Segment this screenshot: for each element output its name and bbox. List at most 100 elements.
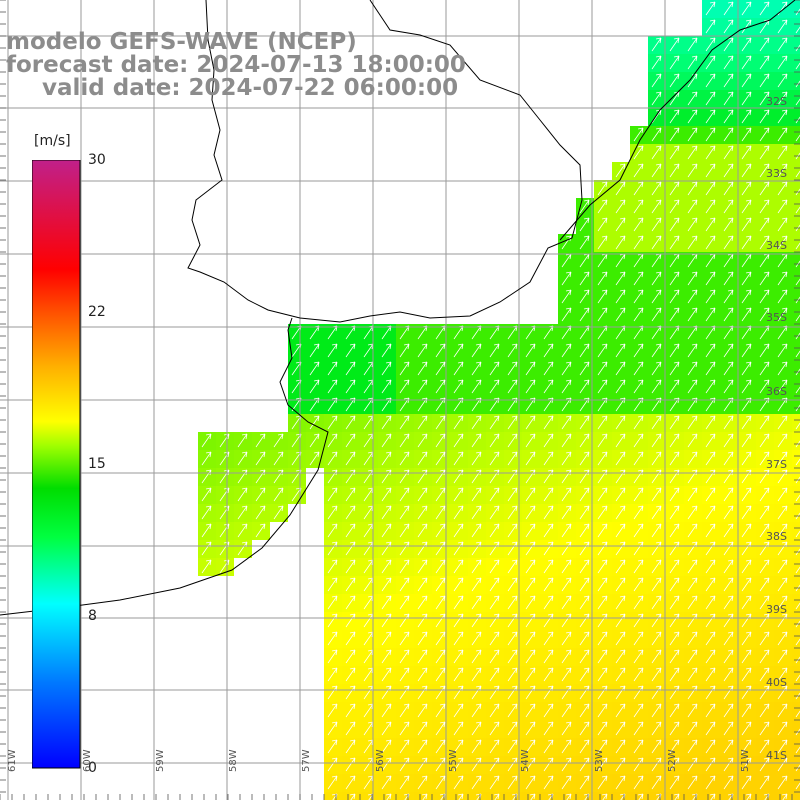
wind-speed-cell (396, 702, 414, 720)
wind-arrow (381, 451, 392, 466)
wind-arrow (741, 505, 752, 520)
wind-speed-cell (648, 738, 666, 756)
wind-arrow (435, 379, 446, 394)
wind-arrow (561, 361, 572, 376)
wind-arrow (687, 775, 698, 790)
wind-arrow (723, 721, 734, 736)
wind-speed-cell (774, 522, 792, 540)
wind-arrow (705, 739, 716, 754)
wind-arrow (687, 379, 698, 394)
wind-speed-cell (504, 504, 522, 522)
wind-arrow (615, 235, 626, 250)
wind-speed-cell (576, 702, 594, 720)
wind-arrow (687, 649, 698, 664)
wind-arrow (795, 92, 800, 106)
wind-speed-cell (324, 558, 342, 576)
lon-label: 61W (7, 749, 18, 772)
wind-arrow (543, 667, 554, 682)
wind-speed-cell (792, 792, 800, 800)
wind-arrow (777, 127, 788, 142)
wind-speed-cell (324, 576, 342, 594)
wind-arrow (507, 595, 518, 610)
wind-arrow (597, 415, 608, 430)
wind-arrow (795, 470, 800, 484)
wind-arrow (525, 577, 536, 592)
wind-speed-cell (522, 324, 540, 342)
wind-arrow (327, 487, 338, 502)
wind-speed-cell (702, 216, 720, 234)
wind-speed-cell (342, 504, 360, 522)
wind-arrow (489, 775, 500, 790)
wind-speed-cell (666, 630, 684, 648)
wind-speed-cell (378, 522, 396, 540)
wind-speed-cell (684, 144, 702, 162)
wind-speed-cell (522, 432, 540, 450)
wind-speed-cell (648, 756, 666, 774)
wind-speed-cell (666, 162, 684, 180)
wind-speed-cell (720, 702, 738, 720)
wind-arrow (759, 631, 770, 646)
wind-speed-cell (684, 126, 702, 144)
wind-speed-cell (756, 648, 774, 666)
wind-speed-cell (666, 522, 684, 540)
wind-arrow (489, 649, 500, 664)
wind-speed-cell (576, 432, 594, 450)
wind-speed-cell (612, 540, 630, 558)
wind-speed-cell (648, 540, 666, 558)
wind-arrow (327, 451, 338, 466)
wind-arrow (417, 415, 428, 430)
wind-arrow (687, 91, 698, 106)
wind-arrow (309, 361, 320, 376)
wind-arrow (597, 739, 608, 754)
wind-arrow (561, 649, 572, 664)
wind-speed-cell (576, 774, 594, 792)
wind-arrow (471, 721, 482, 736)
wind-speed-cell (324, 594, 342, 612)
wind-speed-cell (270, 432, 288, 450)
wind-speed-cell (558, 702, 576, 720)
wind-arrow (651, 37, 662, 52)
wind-arrow (795, 614, 800, 628)
wind-arrow (633, 559, 644, 574)
wind-speed-cell (396, 558, 414, 576)
wind-arrow (561, 343, 572, 358)
wind-speed-cell (594, 414, 612, 432)
wind-arrow (669, 703, 680, 718)
wind-arrow (597, 235, 608, 250)
wind-arrow (781, 793, 788, 800)
lon-label: 57W (301, 749, 312, 772)
wind-speed-cell (450, 540, 468, 558)
wind-speed-cell (774, 342, 792, 360)
wind-speed-cell (612, 252, 630, 270)
wind-speed-cell (198, 432, 216, 450)
wind-speed-cell (486, 666, 504, 684)
wind-arrow (399, 379, 410, 394)
wind-speed-cell (612, 756, 630, 774)
wind-arrow (723, 739, 734, 754)
wind-speed-cell (540, 558, 558, 576)
wind-speed-cell (468, 450, 486, 468)
wind-arrow (669, 73, 680, 88)
wind-speed-cell (396, 378, 414, 396)
wind-speed-cell (594, 576, 612, 594)
wind-speed-cell (666, 576, 684, 594)
wind-arrow (525, 757, 536, 772)
wind-speed-cell (630, 432, 648, 450)
wind-speed-cell (630, 630, 648, 648)
wind-arrow (561, 739, 572, 754)
wind-speed-cell (684, 216, 702, 234)
wind-speed-cell (756, 432, 774, 450)
wind-speed-cell (594, 558, 612, 576)
wind-arrow (399, 595, 410, 610)
wind-arrow (453, 595, 464, 610)
wind-arrow (579, 559, 590, 574)
wind-speed-cell (504, 360, 522, 378)
wind-speed-cell (684, 720, 702, 738)
wind-speed-cell (738, 108, 756, 126)
wind-speed-cell (504, 450, 522, 468)
wind-speed-cell (522, 666, 540, 684)
wind-arrow (457, 793, 464, 800)
wind-arrow (795, 740, 800, 754)
wind-arrow (723, 559, 734, 574)
wind-speed-cell (756, 450, 774, 468)
